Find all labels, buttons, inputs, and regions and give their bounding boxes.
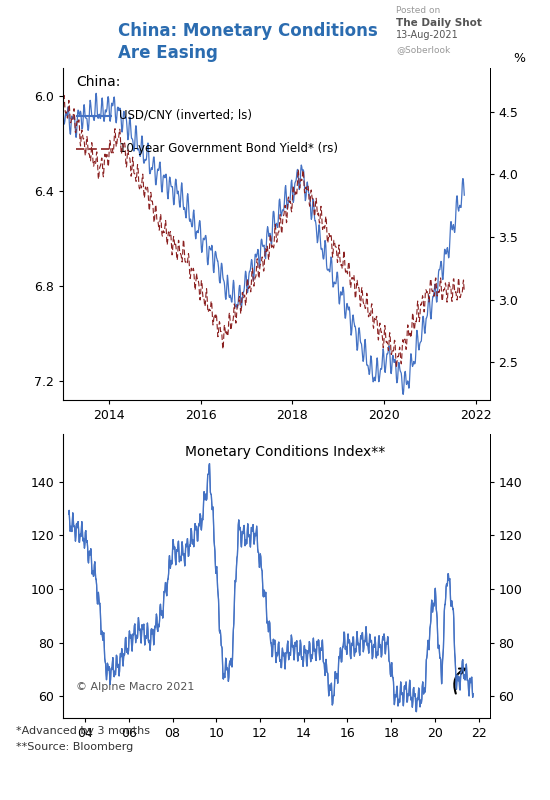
Text: Posted on: Posted on xyxy=(396,6,440,14)
Y-axis label: %: % xyxy=(513,52,525,65)
Text: **Source: Bloomberg: **Source: Bloomberg xyxy=(16,742,134,752)
Text: @Soberlook: @Soberlook xyxy=(396,45,450,54)
Text: Chart 4: Chart 4 xyxy=(22,25,96,43)
Text: China: Monetary Conditions
Are Easing: China: Monetary Conditions Are Easing xyxy=(118,22,378,62)
Text: The Daily Shot: The Daily Shot xyxy=(396,18,482,27)
Text: Monetary Conditions Index**: Monetary Conditions Index** xyxy=(185,445,385,459)
Text: © Alpine Macro 2021: © Alpine Macro 2021 xyxy=(76,682,194,692)
Text: *Advanced by 3 months: *Advanced by 3 months xyxy=(16,726,151,736)
Text: 13-Aug-2021: 13-Aug-2021 xyxy=(396,30,459,40)
Text: USD/CNY (inverted; ls): USD/CNY (inverted; ls) xyxy=(119,109,252,122)
Text: China:: China: xyxy=(76,74,120,89)
Text: 10-year Government Bond Yield* (rs): 10-year Government Bond Yield* (rs) xyxy=(119,142,338,155)
